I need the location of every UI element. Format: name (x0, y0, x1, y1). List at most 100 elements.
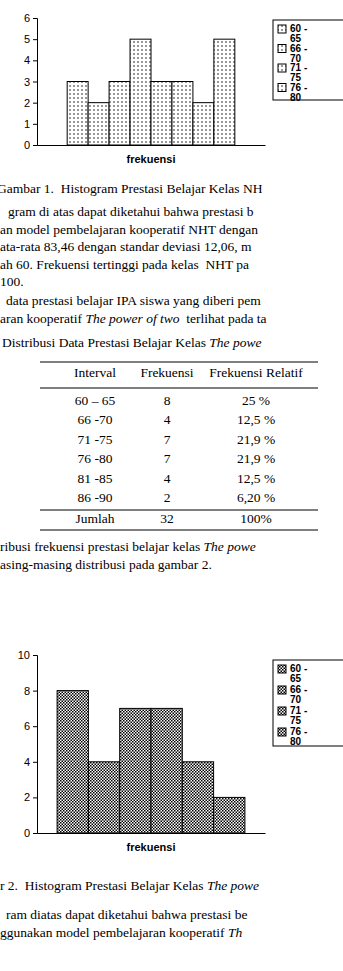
table-cell: 4 (164, 471, 171, 486)
legend-label: 71 -75 (290, 62, 307, 83)
bars (67, 39, 235, 145)
legend-label: 76 -80 (290, 726, 307, 747)
table-cell: 12,5 % (237, 412, 275, 427)
x-axis: frekuensi (38, 833, 266, 853)
text-line: 100. (0, 274, 24, 289)
bar (109, 82, 130, 146)
bar (88, 103, 109, 145)
legend-swatch (278, 728, 286, 736)
tick-label: 6 (24, 12, 30, 24)
tick-mark (33, 103, 37, 104)
tick-mark (33, 39, 37, 40)
text-run: gram di atas dapat diketahui bahwa prest… (8, 204, 254, 219)
text-run: r 2. Histogram Prestasi Belajar Kelas (0, 878, 207, 893)
tick-label: 1 (24, 118, 30, 130)
table-cell: 71 -75 (78, 432, 113, 447)
text-run: ata-rata 83,46 dengan standar deviasi 12… (0, 239, 252, 254)
text-line: ata-rata 83,46 dengan standar deviasi 12… (0, 239, 252, 254)
y-tick: 10 (18, 649, 37, 661)
text-run: 100. (0, 274, 24, 289)
table-header: Frekuensi (140, 365, 193, 380)
legend-label: 60 -65 (290, 23, 307, 44)
y-tick: 6 (24, 12, 37, 24)
legend-swatch (278, 25, 286, 33)
text-run: The powe (207, 878, 259, 893)
tick-mark (33, 82, 37, 83)
tick-label: 2 (24, 791, 30, 803)
text-line: ram diatas dapat diketahui bahwa prestas… (6, 907, 247, 922)
text-run: Th (228, 925, 243, 940)
tick-mark (33, 762, 37, 763)
y-axis: 0 2 4 6 8 10 (18, 649, 38, 839)
table-cell: 8 (164, 393, 171, 408)
x-tick: frekuensi (127, 833, 176, 853)
y-tick: 0 (24, 827, 37, 839)
bar (172, 82, 193, 146)
y-tick: 3 (24, 76, 37, 88)
page: Gambar 1. Histogram Prestasi Belajar Kel… (0, 0, 343, 971)
bar (57, 691, 88, 833)
chart: 0 1 2 3 4 5 6 frekuensi 60 -6566 -7071 -7576 -80 (24, 12, 343, 165)
text-line: an model pembelajaran kooperatif NHT den… (0, 222, 258, 237)
axis-line (33, 19, 38, 146)
chart: 0 2 4 6 8 10 frekuensi 60 -6566 -7071 -7576 -80 (18, 649, 343, 853)
tick-label: 6 (24, 720, 30, 732)
text-run: ram diatas dapat diketahui bahwa prestas… (6, 907, 247, 922)
text-run: asing-masing distribusi pada gambar 2. (0, 557, 212, 572)
legend-label: 76 -80 (290, 82, 307, 103)
table: IntervalFrekuensiFrekuensi Relatif60 – 6… (40, 362, 318, 530)
bars (57, 691, 245, 833)
legend-box (273, 20, 343, 100)
y-tick: 1 (24, 118, 37, 130)
table-rule (40, 362, 318, 363)
bar (130, 39, 151, 145)
text-run: The powe (204, 539, 256, 554)
y-tick: 2 (24, 97, 37, 109)
tick-label: 3 (24, 76, 30, 88)
tick-label: 4 (24, 54, 30, 66)
y-tick: 5 (24, 33, 37, 45)
table-cell: 21,9 % (237, 451, 275, 466)
tick-label: 2 (24, 97, 30, 109)
legend-swatch (278, 84, 286, 92)
text-line: gram di atas dapat diketahui bahwa prest… (8, 204, 254, 219)
text-line: asing-masing distribusi pada gambar 2. (0, 557, 212, 572)
tick-mark (33, 726, 37, 727)
legend-swatch (278, 665, 286, 673)
bar (193, 103, 214, 145)
legend: 60 -6566 -7071 -7576 -80 (273, 660, 343, 747)
table-cell: 21,9 % (237, 432, 275, 447)
bar (120, 708, 151, 833)
tick-mark (33, 18, 37, 19)
y-tick: 8 (24, 685, 37, 697)
text-run: Gambar 1. Histogram Prestasi Belajar Kel… (0, 181, 263, 196)
y-axis: 0 1 2 3 4 5 6 (24, 12, 38, 151)
table-header: Interval (74, 365, 116, 380)
table-cell: Jumlah (76, 511, 115, 526)
text-line: data prestasi belajar IPA siswa yang dib… (6, 293, 261, 308)
y-tick: 6 (24, 720, 37, 732)
tick-label: 4 (24, 756, 30, 768)
legend-label: 60 -65 (290, 663, 307, 684)
bar (182, 762, 213, 833)
legend-swatch (278, 45, 286, 53)
tick-label: 0 (24, 139, 30, 151)
table-cell: 25 % (242, 393, 270, 408)
legend-box (273, 660, 343, 746)
table-cell: 100% (240, 511, 272, 526)
legend-swatch (278, 64, 286, 72)
document: Gambar 1. Histogram Prestasi Belajar Kel… (0, 181, 318, 940)
axis-line (33, 656, 38, 834)
table-cell: 2 (164, 490, 171, 505)
text-run: terlihat pada ta (180, 311, 267, 326)
text-line: aran kooperatif The power of two terliha… (0, 311, 267, 326)
y-tick: 4 (24, 54, 37, 66)
y-tick: 4 (24, 756, 37, 768)
table-cell: 12,5 % (237, 471, 275, 486)
legend-label: 71 -75 (290, 705, 307, 726)
text-run: The power of two (85, 311, 179, 326)
tick-label: frekuensi (127, 153, 176, 165)
table-header: Frekuensi Relatif (209, 365, 303, 380)
legend: 60 -6566 -7071 -7576 -80 (273, 20, 343, 103)
bar (88, 762, 119, 833)
